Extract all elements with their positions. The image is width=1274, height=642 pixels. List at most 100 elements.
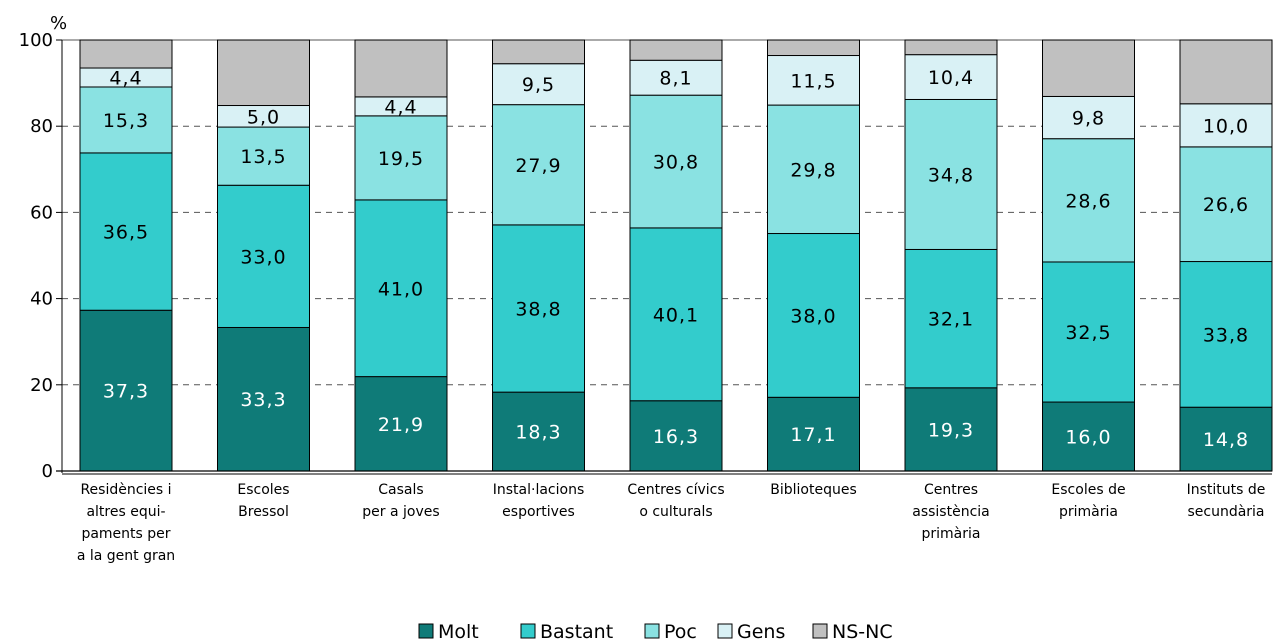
x-tick-label: altres equi- (86, 504, 165, 520)
data-label: 14,8 (1203, 429, 1249, 451)
data-label: 32,1 (928, 309, 974, 331)
x-tick-label: paments per (81, 526, 170, 542)
bar-segment (1042, 401, 1135, 472)
data-label: 9,5 (522, 74, 555, 96)
x-tick-label: Instal·lacions (493, 482, 585, 498)
data-label: 18,3 (515, 422, 561, 444)
data-label: 33,8 (1203, 324, 1249, 346)
bar-segment (629, 227, 723, 402)
data-label: 9,8 (1072, 108, 1105, 130)
bar-segment (904, 98, 998, 250)
axes: 0 20 40 60 80 100% (19, 13, 1272, 482)
data-label: 17,1 (790, 424, 836, 446)
bar-segment (492, 104, 585, 226)
bar-segment (492, 39, 585, 65)
data-label: 13,5 (240, 146, 286, 168)
bar-segment (79, 86, 173, 154)
data-label: 38,0 (790, 305, 836, 327)
x-tick-label: Residències i (80, 482, 171, 498)
bar-segment (629, 400, 723, 472)
data-label: 41,0 (378, 278, 424, 300)
y-tick-label: 20 (30, 375, 53, 396)
data-label: 40,1 (653, 304, 699, 326)
legend-swatch (717, 623, 733, 639)
value-labels: 37,3 36,5 15,3 4,4 33,3 33,0 13,5 5,0 21,9 41,0 19… (103, 67, 1249, 451)
x-tick-label: Biblioteques (770, 482, 857, 498)
x-tick-label: o culturals (639, 504, 712, 520)
bar-segment (492, 63, 585, 106)
bar-segment (1179, 103, 1273, 148)
legend-label: Bastant (540, 621, 613, 642)
x-tick-label: Escoles de (1051, 482, 1125, 498)
x-tick-label: assistència (912, 504, 990, 520)
x-tick-label: per a joves (362, 504, 439, 520)
data-label: 4,4 (384, 96, 417, 118)
bar-segment (1042, 95, 1135, 140)
bar-segment (767, 55, 860, 106)
data-label: 28,6 (1065, 190, 1111, 212)
legend-label: Poc (664, 621, 697, 642)
category-labels: Residències i altres equi-paments per a la… (77, 482, 1266, 564)
legend-swatch (520, 623, 536, 639)
bar-segment (354, 39, 448, 98)
bar-segment (767, 39, 860, 57)
data-label: 36,5 (103, 222, 149, 244)
bar-segment (629, 59, 723, 96)
legend-swatch (644, 623, 660, 639)
data-label: 15,3 (103, 110, 149, 132)
x-tick-label: Centres (924, 482, 978, 498)
data-label: 11,5 (790, 70, 836, 92)
y-tick-label: 40 (30, 289, 53, 310)
bar-segment (354, 199, 448, 378)
data-label: 38,8 (515, 299, 561, 321)
bar-segment (1179, 39, 1273, 105)
bar-segment (629, 94, 723, 229)
bar-segment (1042, 261, 1135, 403)
legend-label: Gens (737, 621, 785, 642)
data-label: 30,8 (653, 152, 699, 174)
data-label: 37,3 (103, 381, 149, 403)
x-tick-label: secundària (1187, 504, 1264, 520)
bar-segment (79, 152, 173, 311)
x-tick-label: Casals (378, 482, 423, 498)
legend-swatch (812, 623, 828, 639)
data-label: 21,9 (378, 414, 424, 436)
bar-segment (79, 309, 173, 472)
data-label: 10,0 (1203, 115, 1249, 137)
x-tick-label: esportives (502, 504, 575, 520)
x-tick-label: Centres cívics (627, 482, 724, 498)
bar-segment (354, 115, 448, 201)
bar-segment (767, 233, 860, 398)
bars (79, 39, 1273, 472)
x-tick-label: primària (1059, 504, 1118, 520)
data-label: 33,0 (240, 246, 286, 268)
legend-swatch (418, 623, 434, 639)
legend-label: NS-NC (832, 621, 893, 642)
bar-segment (904, 39, 998, 56)
bar-segment (767, 104, 860, 235)
x-tick-label: Bressol (238, 504, 289, 520)
x-tick-label: a la gent gran (77, 548, 175, 564)
data-label: 26,6 (1203, 194, 1249, 216)
x-tick-label: primària (922, 526, 981, 542)
bar-segment (217, 39, 310, 107)
data-label: 33,3 (240, 389, 286, 411)
bar-segment (1179, 146, 1273, 263)
data-label: 19,3 (928, 419, 974, 441)
bar-segment (1179, 261, 1273, 408)
bar-segment (629, 39, 723, 61)
bar-segment (217, 326, 310, 472)
y-tick-label: 100 (19, 30, 53, 51)
data-label: 16,3 (653, 426, 699, 448)
data-label: 34,8 (928, 164, 974, 186)
legend-label: Molt (438, 621, 479, 642)
bar-segment (492, 391, 585, 472)
data-label: 19,5 (378, 148, 424, 170)
y-tick-label: 60 (30, 202, 53, 223)
data-label: 32,5 (1065, 322, 1111, 344)
y-tick-label: 80 (30, 116, 53, 137)
data-label: 5,0 (247, 106, 280, 128)
x-tick-label: Escoles (237, 482, 289, 498)
bar-segment (217, 184, 310, 328)
